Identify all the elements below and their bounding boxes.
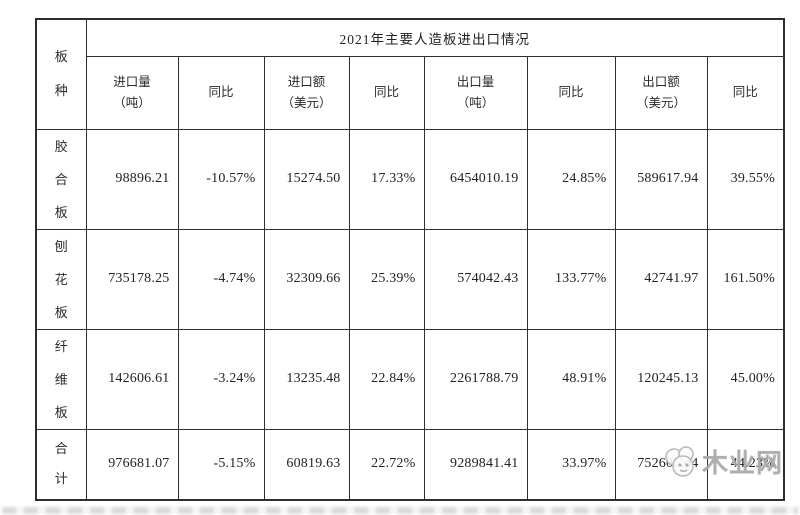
table-cell: 142606.61 xyxy=(85,328,179,430)
col-header-label: 同比 xyxy=(558,85,584,100)
table-cell: 98896.21 xyxy=(85,128,179,230)
table-cell: 32309.66 xyxy=(263,228,350,330)
table-cell: 39.55% xyxy=(706,128,785,230)
table-cell: -4.74% xyxy=(177,228,265,330)
col-header-unit: （美元） xyxy=(281,95,332,110)
table-cell: 60819.63 xyxy=(263,428,350,501)
col-header-export-volume: 出口量 （吨） xyxy=(423,55,528,130)
table-cell: 42741.97 xyxy=(614,228,708,330)
col-header-label: 出口额 xyxy=(642,75,680,89)
col-header-yoy-export-volume: 同比 xyxy=(526,55,616,130)
col-header-unit: （美元） xyxy=(635,95,686,110)
table-cell: 44.23% xyxy=(706,428,785,501)
col-header-yoy-export-value: 同比 xyxy=(706,55,785,130)
table-cell: 13235.48 xyxy=(263,328,350,430)
table-cell: 24.85% xyxy=(526,128,616,230)
row-label-fiberboard: 纤维板 xyxy=(35,328,87,430)
col-header-label: 进口额 xyxy=(287,75,326,89)
row-label-particleboard: 刨花板 xyxy=(35,228,87,330)
cutoff-text-artifact xyxy=(2,507,798,514)
col-header-export-value: 出口额 （美元） xyxy=(614,55,708,130)
table-row-fiberboard: 纤维板 142606.61 -3.24% 13235.48 22.84% 226… xyxy=(35,328,785,430)
table-cell: 735178.25 xyxy=(85,228,179,330)
col-header-yoy-import-volume: 同比 xyxy=(177,55,265,130)
table-row-plywood: 胶合板 98896.21 -10.57% 15274.50 17.33% 645… xyxy=(35,128,785,230)
table-cell: 589617.94 xyxy=(614,128,708,230)
row-label-plywood: 胶合板 xyxy=(35,128,87,230)
table-cell: 133.77% xyxy=(526,228,616,330)
col-header-yoy-import-value: 同比 xyxy=(348,55,425,130)
col-header-label: 出口量 xyxy=(456,75,495,89)
table-cell: -3.24% xyxy=(177,328,265,430)
table-cell: -10.57% xyxy=(177,128,265,230)
import-export-table: 板种 2021年主要人造板进出口情况 进口量 （吨） 同比 进口额 （美元） 同… xyxy=(35,18,785,501)
col-header-label: 同比 xyxy=(373,85,399,100)
table-cell: 22.84% xyxy=(348,328,425,430)
col-header-import-value: 进口额 （美元） xyxy=(263,55,350,130)
table-cell: 120245.13 xyxy=(614,328,708,430)
col-header-unit: （吨） xyxy=(456,95,495,110)
table-cell: 2261788.79 xyxy=(423,328,528,430)
row-label-text: 纤维板 xyxy=(54,338,68,420)
table-cell: 25.39% xyxy=(348,228,425,330)
table-cell: -5.15% xyxy=(177,428,265,501)
table-row-total: 合计 976681.07 -5.15% 60819.63 22.72% 9289… xyxy=(35,428,785,501)
col-header-label: 进口量 xyxy=(113,75,151,89)
row-label-text: 胶合板 xyxy=(54,138,68,220)
col-header-label: 同比 xyxy=(732,85,758,100)
table-cell: 22.72% xyxy=(348,428,425,501)
col-header-label: 同比 xyxy=(208,85,234,100)
table-cell: 48.91% xyxy=(526,328,616,430)
table-cell: 6454010.19 xyxy=(423,128,528,230)
table-cell: 574042.43 xyxy=(423,228,528,330)
table-cell: 17.33% xyxy=(348,128,425,230)
table-cell: 15274.50 xyxy=(263,128,350,230)
table-cell: 976681.07 xyxy=(85,428,179,501)
table-cell: 33.97% xyxy=(526,428,616,501)
corner-header-panel-type: 板种 xyxy=(35,18,87,130)
col-header-unit: （吨） xyxy=(113,95,151,110)
row-label-text: 刨花板 xyxy=(54,238,68,320)
table-cell: 45.00% xyxy=(706,328,785,430)
table-cell: 161.50% xyxy=(706,228,785,330)
table-row-particleboard: 刨花板 735178.25 -4.74% 32309.66 25.39% 574… xyxy=(35,228,785,330)
table-title: 2021年主要人造板进出口情况 xyxy=(85,18,785,57)
table-cell: 9289841.41 xyxy=(423,428,528,501)
col-header-import-volume: 进口量 （吨） xyxy=(85,55,179,130)
row-label-total: 合计 xyxy=(35,428,87,501)
table-cell: 752605.04 xyxy=(614,428,708,501)
panel-type-label: 板种 xyxy=(54,49,68,99)
row-label-text: 合计 xyxy=(54,441,68,487)
